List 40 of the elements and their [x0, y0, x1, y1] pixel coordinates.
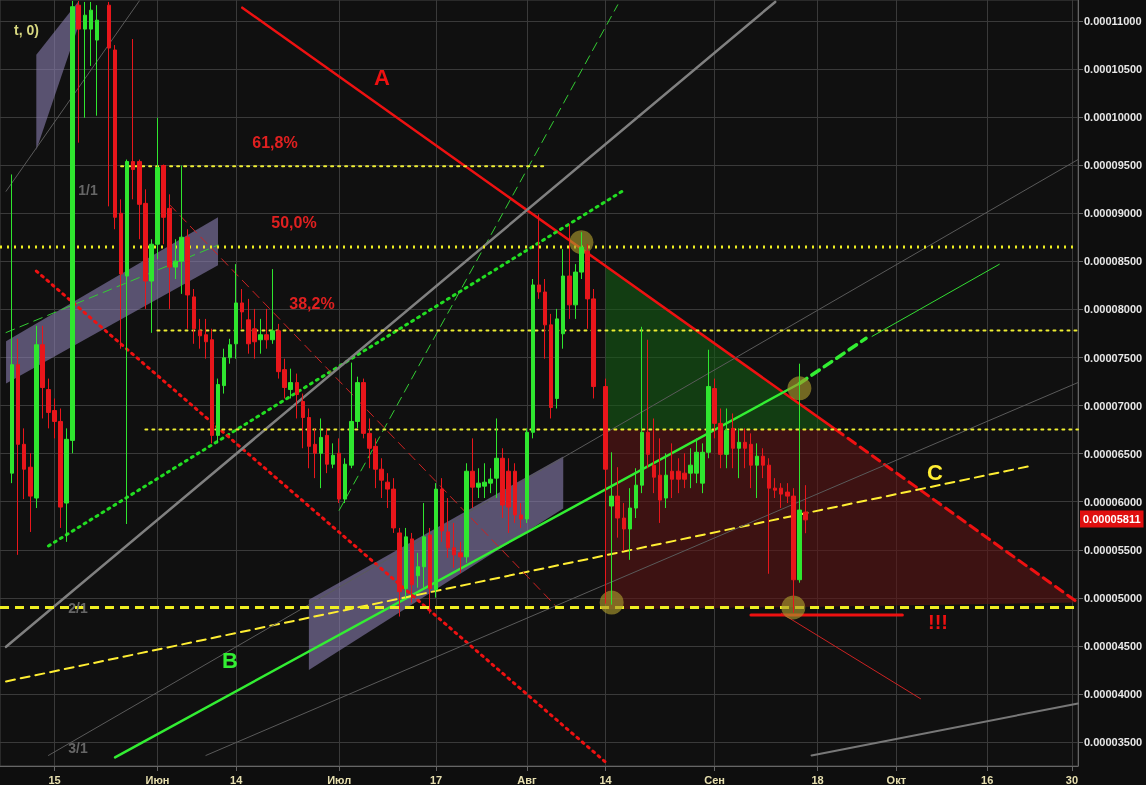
annotation: !!! — [928, 611, 948, 633]
y-tick-label: 0.00011000 — [1084, 15, 1142, 28]
y-tick-label: 0.00008000 — [1084, 303, 1143, 316]
x-tick-label: Июн — [145, 773, 170, 785]
x-tick-label: 15 — [48, 773, 61, 785]
annotation: 1/1 — [78, 182, 98, 198]
y-tick-label: 0.00006500 — [1084, 447, 1143, 460]
x-tick-label: Окт — [886, 773, 907, 785]
annotation: B — [222, 647, 238, 673]
y-tick-label: 0.00003500 — [1084, 735, 1143, 748]
y-tick-label: 0.00009500 — [1084, 159, 1143, 172]
x-tick-label: 16 — [981, 773, 994, 785]
y-tick-label: 0.00005000 — [1084, 591, 1143, 604]
annotation: 61,8% — [252, 133, 298, 151]
y-tick-label: 0.00004000 — [1084, 687, 1143, 700]
y-tick-label: 0.00007000 — [1084, 399, 1143, 412]
y-tick-label: 0.00010000 — [1084, 111, 1143, 124]
y-tick-label: 0.00009000 — [1084, 207, 1143, 220]
annotation: 2/1 — [68, 600, 88, 616]
x-tick-label: Июл — [327, 773, 352, 785]
x-tick-label: 18 — [811, 773, 824, 785]
annotation: A — [374, 64, 391, 90]
annotation: 3/1 — [68, 740, 88, 756]
x-tick-label: 17 — [429, 773, 443, 785]
x-tick-label: Авг — [517, 773, 537, 785]
y-tick-label: 0.00010500 — [1084, 63, 1143, 76]
annotation: 50,0% — [271, 213, 317, 231]
y-tick-label: 0.00007500 — [1084, 351, 1143, 364]
y-tick-label: 0.00006000 — [1084, 495, 1143, 508]
x-tick-label: 14 — [230, 773, 244, 785]
y-tick-label: 0.00004500 — [1084, 639, 1143, 652]
x-tick-label: 30 — [1065, 773, 1079, 785]
annotation: C — [927, 459, 944, 485]
text: 0.00005811 — [1083, 513, 1141, 525]
annotation: 38,2% — [289, 294, 335, 312]
y-tick-label: 0.00008500 — [1084, 255, 1143, 268]
y-tick-label: 0.00005500 — [1084, 543, 1143, 556]
x-tick-label: 14 — [599, 773, 613, 785]
annotation: t, 0) — [14, 22, 39, 38]
x-tick-label: Сен — [704, 773, 725, 785]
